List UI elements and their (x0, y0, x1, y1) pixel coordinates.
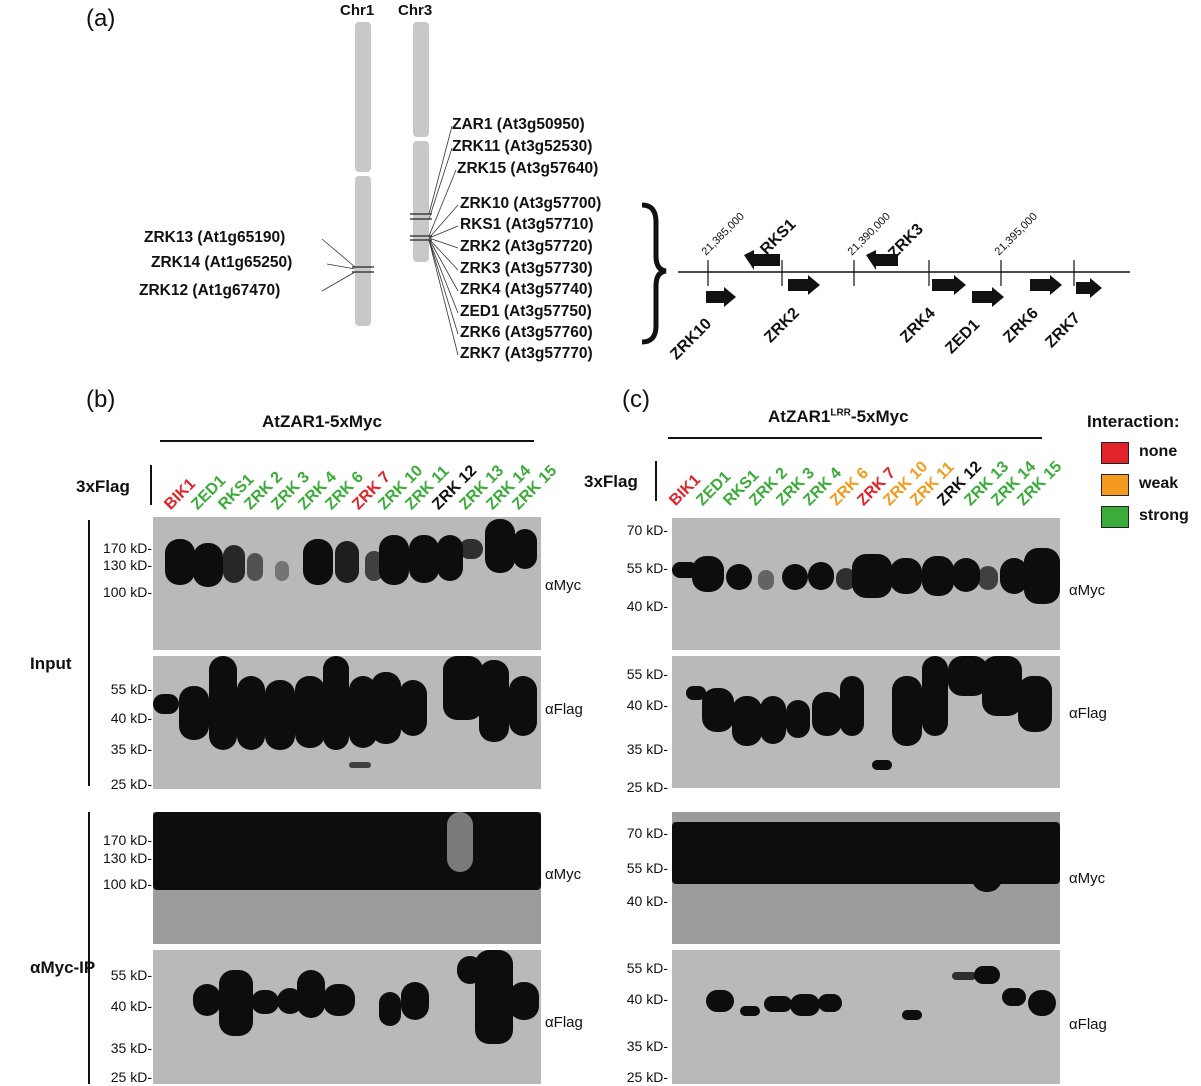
blot-c-ip-flag (672, 950, 1060, 1084)
marker-c-ip-flag: 35 kD- (626, 1038, 668, 1054)
antibody-b-ip-flag: αFlag (545, 1014, 583, 1031)
legend-swatch-weak (1101, 474, 1129, 496)
marker-c-ip-flag: 55 kD- (626, 960, 668, 976)
blot-c-input-myc (672, 518, 1060, 650)
chr3-cluster-gene-label: ZRK2 (At3g57720) (460, 238, 593, 255)
panel-b-input-label: Input (30, 654, 72, 673)
chr3-gene-label: ZRK11 (At3g52530) (452, 138, 593, 155)
panel-c-label: (c) (622, 386, 650, 413)
marker-b-input-flag: 35 kD- (110, 741, 152, 757)
marker-c-input-myc: 40 kD- (626, 598, 668, 614)
antibody-b-input-flag: αFlag (545, 701, 583, 718)
blot-b-input-flag (153, 656, 541, 789)
legend-label: weak (1139, 475, 1179, 492)
panel-b-label: (b) (86, 386, 116, 413)
locus-arrow-right (788, 275, 820, 295)
panel-b-title: AtZAR1-5xMyc (262, 412, 382, 431)
locus-arrow-right (932, 275, 966, 295)
chr3-label: Chr3 (398, 2, 433, 19)
marker-b-input-flag: 40 kD- (110, 710, 152, 726)
marker-b-input-flag: 25 kD- (110, 776, 152, 792)
marker-b-input-myc: 130 kD- (102, 557, 152, 573)
locus-arrow-right (706, 287, 736, 307)
legend-label: none (1139, 443, 1178, 460)
marker-b-ip-flag: 40 kD- (110, 998, 152, 1014)
locus-arrow-right (972, 287, 1004, 307)
antibody-c-ip-flag: αFlag (1069, 1016, 1107, 1033)
panel-b-flag-rule (150, 465, 152, 505)
antibody-c-input-myc: αMyc (1069, 582, 1106, 599)
blot-c-input-flag (672, 656, 1060, 788)
blot-b-input-myc (153, 517, 541, 650)
locus-arrow-left (866, 250, 898, 270)
marker-b-ip-myc: 100 kD- (102, 876, 152, 892)
chr3-cluster-gene-label: ZRK3 (At3g57730) (460, 260, 593, 277)
locus-arrow-right (1030, 275, 1062, 295)
marker-c-input-flag: 40 kD- (626, 697, 668, 713)
chr3-gene-label: ZAR1 (At3g50950) (452, 116, 585, 133)
blot-b-ip-flag (153, 950, 541, 1084)
locus-map (678, 250, 1130, 307)
marker-b-input-flag: 55 kD- (110, 681, 152, 697)
blot-b-ip-myc (153, 812, 541, 944)
panel-b-flag-label: 3xFlag (76, 477, 130, 496)
panel-c-title-rule (668, 437, 1042, 439)
chr3-cluster-gene-label: RKS1 (At3g57710) (460, 216, 594, 233)
marker-c-ip-myc: 70 kD- (626, 825, 668, 841)
marker-b-input-myc: 170 kD- (102, 540, 152, 556)
chr3-cluster-gene-label: ZRK4 (At3g57740) (460, 281, 593, 298)
antibody-b-input-myc: αMyc (545, 577, 582, 594)
legend-label: strong (1139, 507, 1189, 524)
panel-c-flag-rule (655, 461, 657, 501)
marker-b-ip-flag: 55 kD- (110, 967, 152, 983)
marker-b-ip-flag: 35 kD- (110, 1040, 152, 1056)
legend-title: Interaction: (1087, 412, 1180, 431)
chr1-gene-label: ZRK13 (At1g65190) (144, 229, 286, 246)
panel-c-title: AtZAR1LRR-5xMyc (768, 407, 909, 426)
chr1-label: Chr1 (340, 2, 375, 19)
marker-c-ip-flag: 25 kD- (626, 1069, 668, 1085)
marker-b-ip-myc: 130 kD- (102, 850, 152, 866)
chr1-gene-label: ZRK12 (At1g67470) (139, 282, 281, 299)
chr3-cluster-gene-label: ZRK7 (At3g57770) (460, 345, 593, 362)
panel-c-flag-label: 3xFlag (584, 472, 638, 491)
antibody-b-ip-myc: αMyc (545, 866, 582, 883)
marker-c-input-myc: 70 kD- (626, 522, 668, 538)
marker-c-ip-myc: 40 kD- (626, 893, 668, 909)
locus-arrow-left (744, 250, 780, 270)
chromosome-3 (413, 22, 429, 262)
marker-c-input-flag: 35 kD- (626, 741, 668, 757)
chr3-cluster-gene-label: ZED1 (At3g57750) (460, 303, 592, 320)
chr1-gene-label: ZRK14 (At1g65250) (151, 254, 293, 271)
marker-b-ip-myc: 170 kD- (102, 832, 152, 848)
marker-c-ip-myc: 55 kD- (626, 860, 668, 876)
panel-b-input-bracket (88, 520, 90, 786)
antibody-c-input-flag: αFlag (1069, 705, 1107, 722)
antibody-c-ip-myc: αMyc (1069, 870, 1106, 887)
locus-arrow-right (1076, 278, 1102, 298)
panel-b-ip-bracket (88, 812, 90, 1084)
marker-c-input-myc: 55 kD- (626, 560, 668, 576)
panel-b-title-rule (160, 440, 534, 442)
panel-a-label: (a) (86, 5, 116, 32)
chr3-cluster-gene-label: ZRK6 (At3g57760) (460, 324, 593, 341)
marker-c-input-flag: 55 kD- (626, 666, 668, 682)
marker-c-ip-flag: 40 kD- (626, 991, 668, 1007)
chromosome-1 (355, 22, 371, 326)
marker-c-input-flag: 25 kD- (626, 779, 668, 795)
marker-b-input-myc: 100 kD- (102, 584, 152, 600)
chr3-gene-label: ZRK15 (At3g57640) (457, 160, 599, 177)
legend-swatch-strong (1101, 506, 1129, 528)
blot-c-ip-myc (672, 812, 1060, 944)
panel-b-ip-label: αMyc-IP (30, 958, 96, 977)
panel-a-lines (321, 125, 667, 356)
legend: Interaction: none weak strong (1087, 410, 1201, 535)
chr3-cluster-gene-label: ZRK10 (At3g57700) (460, 195, 602, 212)
marker-b-ip-flag: 25 kD- (110, 1069, 152, 1085)
legend-swatch-none (1101, 442, 1129, 464)
